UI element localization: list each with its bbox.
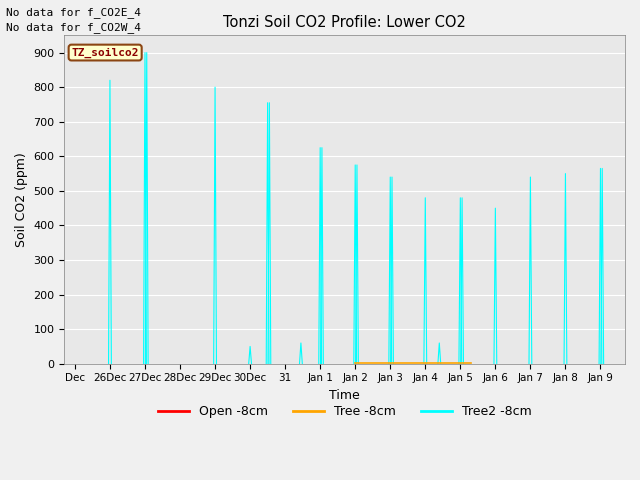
Text: No data for f_CO2W_4: No data for f_CO2W_4: [6, 22, 141, 33]
X-axis label: Time: Time: [330, 389, 360, 402]
Text: TZ_soilco2: TZ_soilco2: [72, 48, 139, 58]
Legend: Open -8cm, Tree -8cm, Tree2 -8cm: Open -8cm, Tree -8cm, Tree2 -8cm: [152, 400, 537, 423]
Title: Tonzi Soil CO2 Profile: Lower CO2: Tonzi Soil CO2 Profile: Lower CO2: [223, 15, 466, 30]
Y-axis label: Soil CO2 (ppm): Soil CO2 (ppm): [15, 152, 28, 247]
Text: No data for f_CO2E_4: No data for f_CO2E_4: [6, 7, 141, 18]
